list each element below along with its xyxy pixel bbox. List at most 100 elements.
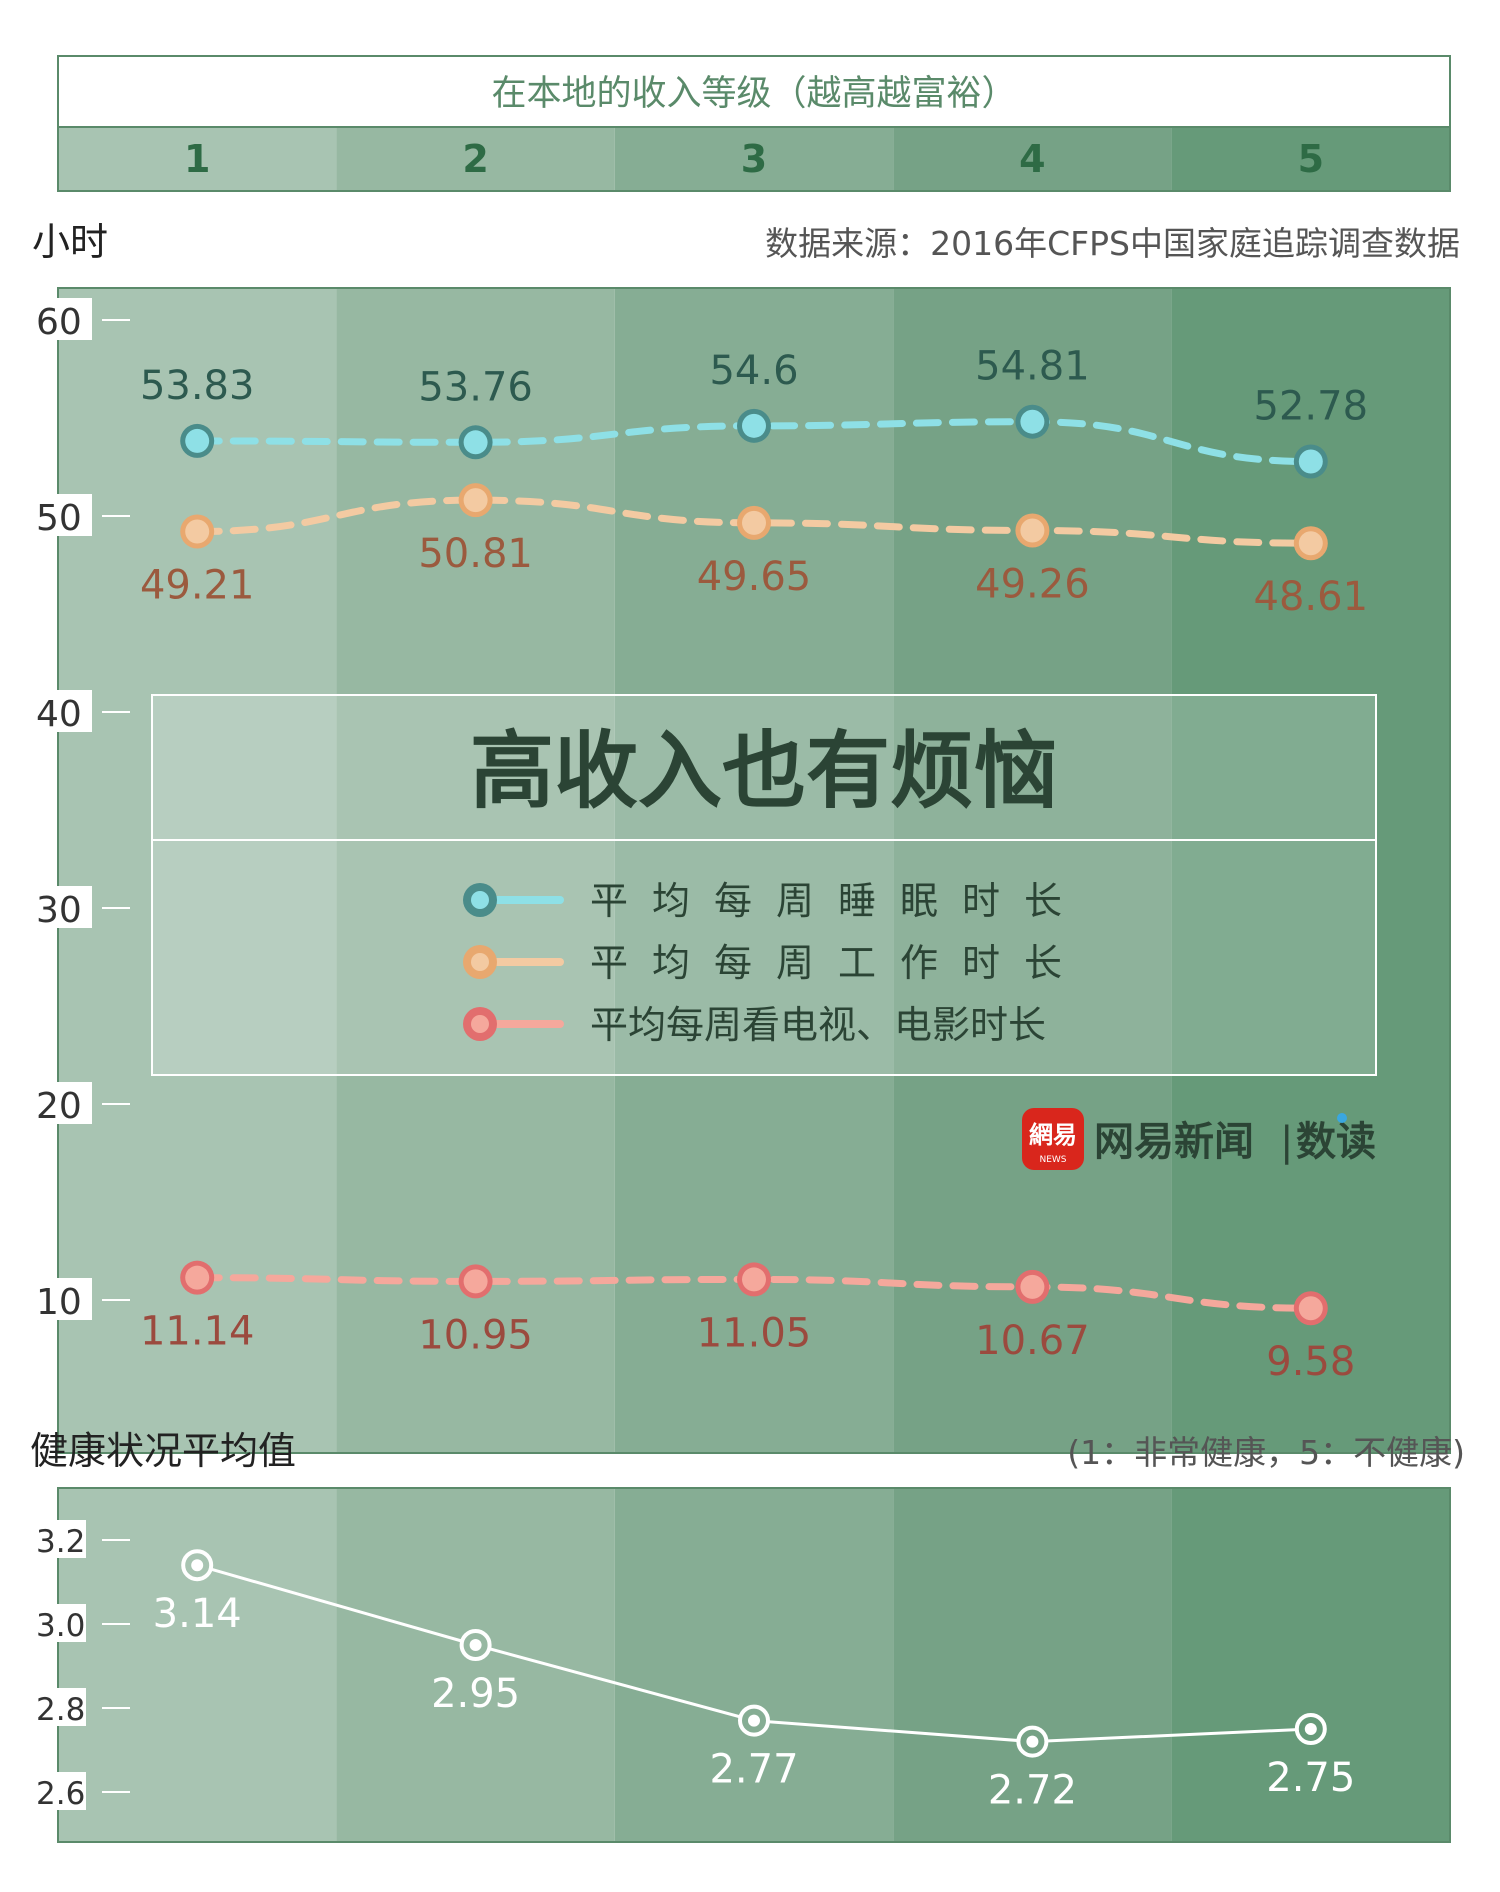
plot-band bbox=[336, 288, 615, 1453]
main-series: 53.83 53.76 54.6 54.81 52.78 49.21 50.81 49.65 4… bbox=[140, 344, 1368, 1386]
y-tick-label: 50 bbox=[36, 498, 82, 539]
data-point-inner bbox=[463, 1269, 488, 1294]
data-label: 53.76 bbox=[418, 364, 533, 410]
data-point-inner bbox=[1298, 449, 1323, 474]
data-point-inner bbox=[185, 519, 210, 544]
data-point-inner bbox=[185, 1265, 210, 1290]
data-point-inner bbox=[191, 1559, 204, 1572]
plot-border bbox=[57, 287, 1451, 1454]
plot-band bbox=[893, 288, 1172, 1453]
plot-band bbox=[614, 288, 894, 1453]
data-point-inner bbox=[185, 428, 210, 453]
income-level-cell bbox=[58, 127, 337, 191]
data-point-inner bbox=[1026, 1735, 1039, 1748]
brand-sub: 数读 bbox=[1296, 1119, 1376, 1165]
legend-swatch-dot-inner bbox=[471, 1015, 489, 1033]
data-label: 49.26 bbox=[975, 562, 1090, 608]
y-tick-label-bg bbox=[34, 1772, 86, 1810]
data-label: 11.05 bbox=[697, 1310, 812, 1356]
data-label: 10.67 bbox=[975, 1318, 1090, 1364]
overlay-title: 高收入也有烦恼 bbox=[470, 722, 1058, 820]
income-level-border bbox=[57, 126, 1451, 192]
data-label: 3.14 bbox=[153, 1591, 242, 1637]
data-point-inner bbox=[742, 1267, 766, 1292]
y-tick-label-bg bbox=[34, 1604, 86, 1642]
data-point-inner bbox=[463, 430, 488, 455]
brand-icon-subtext: NEWS bbox=[1039, 1155, 1066, 1165]
y-tick-label-bg bbox=[34, 1688, 86, 1726]
plot-band bbox=[614, 1488, 894, 1842]
data-point-inner bbox=[469, 1639, 482, 1651]
data-point-inner bbox=[742, 510, 766, 535]
brand-icon-text: 網易 bbox=[1029, 1121, 1077, 1149]
data-point-inner bbox=[1020, 409, 1045, 434]
plot-band bbox=[1171, 288, 1450, 1453]
brand-logo: 網易 NEWS 网易新闻 | 数读 bbox=[1022, 1108, 1376, 1170]
plot-border bbox=[57, 1487, 1451, 1843]
y-tick-label: 10 bbox=[36, 1282, 82, 1323]
y-tick-label-bg bbox=[34, 1278, 92, 1320]
health-plot-bands bbox=[57, 1487, 1451, 1843]
data-label: 49.21 bbox=[140, 562, 255, 608]
y-tick-label-bg bbox=[34, 1520, 86, 1558]
brand-name: 网易新闻 bbox=[1094, 1119, 1254, 1165]
y-tick-label-bg bbox=[34, 1082, 92, 1124]
income-level-label: 2 bbox=[462, 137, 488, 181]
y-tick-label-bg bbox=[34, 690, 92, 732]
y-tick-label-bg bbox=[34, 886, 92, 928]
y-tick-label-bg bbox=[34, 298, 92, 340]
brand-dot bbox=[1337, 1113, 1347, 1123]
main-y-axis: 10 20 30 40 50 60 bbox=[34, 298, 1500, 1323]
header-title: 在本地的收入等级（越高越富裕） bbox=[491, 74, 1016, 114]
legend-label: 平均每周看电视、电影时长 bbox=[590, 1003, 1046, 1047]
income-level-cell bbox=[893, 127, 1172, 191]
data-label: 53.83 bbox=[140, 363, 255, 409]
plot-band bbox=[336, 1488, 615, 1842]
plot-band bbox=[58, 1488, 337, 1842]
health-series: 3.14 2.95 2.77 2.72 2.75 bbox=[153, 1549, 1355, 1814]
plot-band bbox=[58, 288, 337, 1453]
data-point-inner bbox=[1298, 1296, 1323, 1321]
data-label: 11.14 bbox=[140, 1309, 255, 1355]
data-point-inner bbox=[742, 413, 766, 438]
health-y-axis: 2.6 2.8 3.0 3.2 bbox=[34, 1520, 1500, 1812]
overlay-box bbox=[151, 694, 1377, 1076]
plot-band bbox=[1171, 1488, 1450, 1842]
income-level-cell bbox=[336, 127, 615, 191]
y-tick-label: 40 bbox=[36, 694, 82, 735]
brand-icon bbox=[1022, 1108, 1084, 1170]
y-tick-label: 2.6 bbox=[36, 1776, 85, 1812]
data-label: 54.81 bbox=[975, 344, 1090, 390]
y-tick-label-bg bbox=[34, 494, 92, 536]
data-label: 2.77 bbox=[709, 1747, 798, 1793]
plot-band bbox=[893, 1488, 1172, 1842]
data-label: 48.61 bbox=[1254, 574, 1369, 620]
main-plot-bands bbox=[57, 287, 1451, 1454]
data-label: 50.81 bbox=[418, 531, 533, 577]
y-tick-label: 3.0 bbox=[36, 1608, 85, 1644]
legend-swatch-dot-inner bbox=[471, 891, 489, 909]
y-tick-label: 3.2 bbox=[36, 1524, 85, 1560]
income-level-row: 1 2 3 4 5 bbox=[57, 126, 1451, 192]
y-tick-label: 30 bbox=[36, 890, 82, 931]
data-point-inner bbox=[1020, 1274, 1045, 1299]
data-point-inner bbox=[1298, 531, 1323, 556]
income-level-label: 4 bbox=[1019, 137, 1045, 181]
data-source: 数据来源：2016年CFPS中国家庭追踪调查数据 bbox=[765, 224, 1460, 263]
data-label: 10.95 bbox=[418, 1312, 533, 1358]
income-level-label: 5 bbox=[1298, 137, 1324, 181]
data-label: 52.78 bbox=[1254, 384, 1369, 430]
data-label: 2.72 bbox=[988, 1768, 1077, 1814]
y-tick-label: 20 bbox=[36, 1086, 82, 1127]
legend-swatch-dot-inner bbox=[471, 953, 489, 971]
health-note: (1：非常健康，5：不健康) bbox=[1067, 1433, 1465, 1472]
data-point-inner bbox=[1304, 1723, 1317, 1735]
data-label: 2.75 bbox=[1266, 1755, 1355, 1801]
income-level-cell bbox=[614, 127, 894, 191]
data-label: 49.65 bbox=[697, 554, 812, 600]
y-tick-label: 2.8 bbox=[36, 1692, 85, 1728]
income-level-label: 3 bbox=[741, 137, 767, 181]
